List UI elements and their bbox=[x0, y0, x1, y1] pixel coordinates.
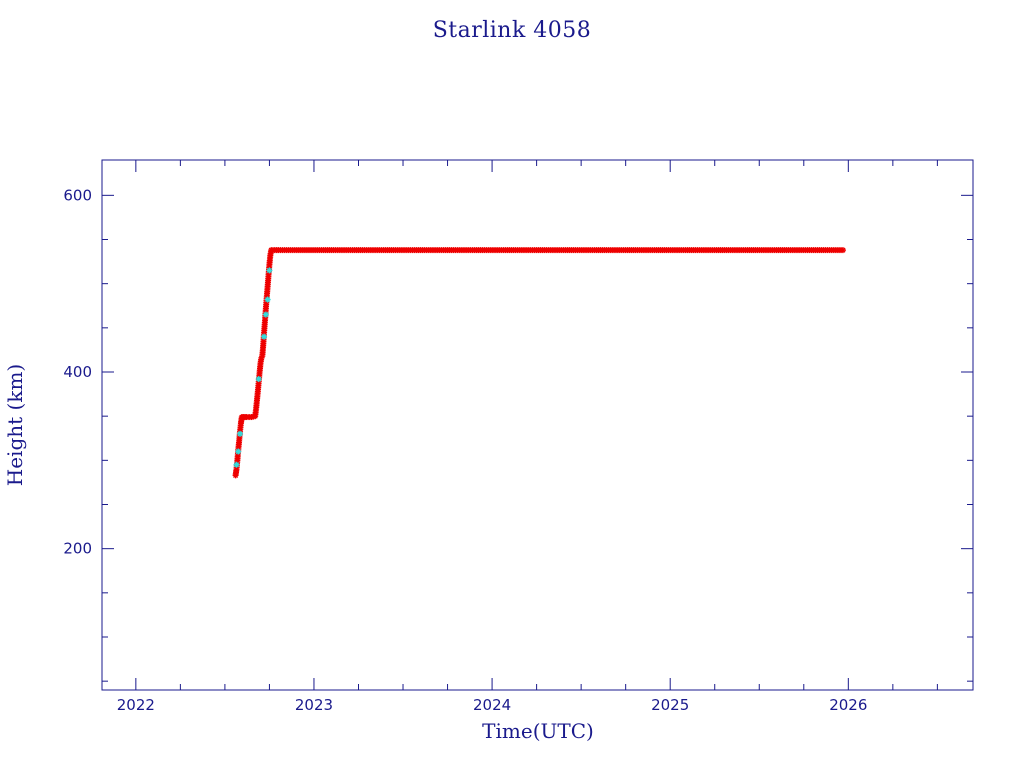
x-tick-label: 2022 bbox=[117, 696, 155, 714]
data-point bbox=[233, 461, 240, 468]
plot-frame bbox=[101, 159, 974, 691]
y-tick-label: 400 bbox=[63, 363, 92, 381]
data-point bbox=[255, 376, 262, 383]
data-point bbox=[261, 333, 268, 340]
data-point bbox=[266, 267, 273, 274]
data-point bbox=[839, 247, 846, 254]
data-point bbox=[235, 448, 242, 455]
data-points bbox=[232, 247, 846, 479]
data-point bbox=[262, 311, 269, 318]
chart-title: Starlink 4058 bbox=[433, 18, 592, 43]
x-tick-label: 2023 bbox=[295, 696, 333, 714]
x-tick-label: 2025 bbox=[651, 696, 689, 714]
y-tick-label: 600 bbox=[63, 186, 92, 204]
y-axis-label: Height (km) bbox=[3, 364, 27, 486]
x-axis-label: Time(UTC) bbox=[482, 719, 594, 743]
axis-ticks bbox=[102, 160, 973, 690]
data-point bbox=[264, 296, 271, 303]
y-tick-label: 200 bbox=[63, 540, 92, 558]
data-point bbox=[237, 430, 244, 437]
x-tick-label: 2026 bbox=[829, 696, 867, 714]
axis-tick-labels: 200 400 600 2022 2023 2024 2025 2026 bbox=[63, 186, 867, 714]
x-tick-label: 2024 bbox=[473, 696, 511, 714]
